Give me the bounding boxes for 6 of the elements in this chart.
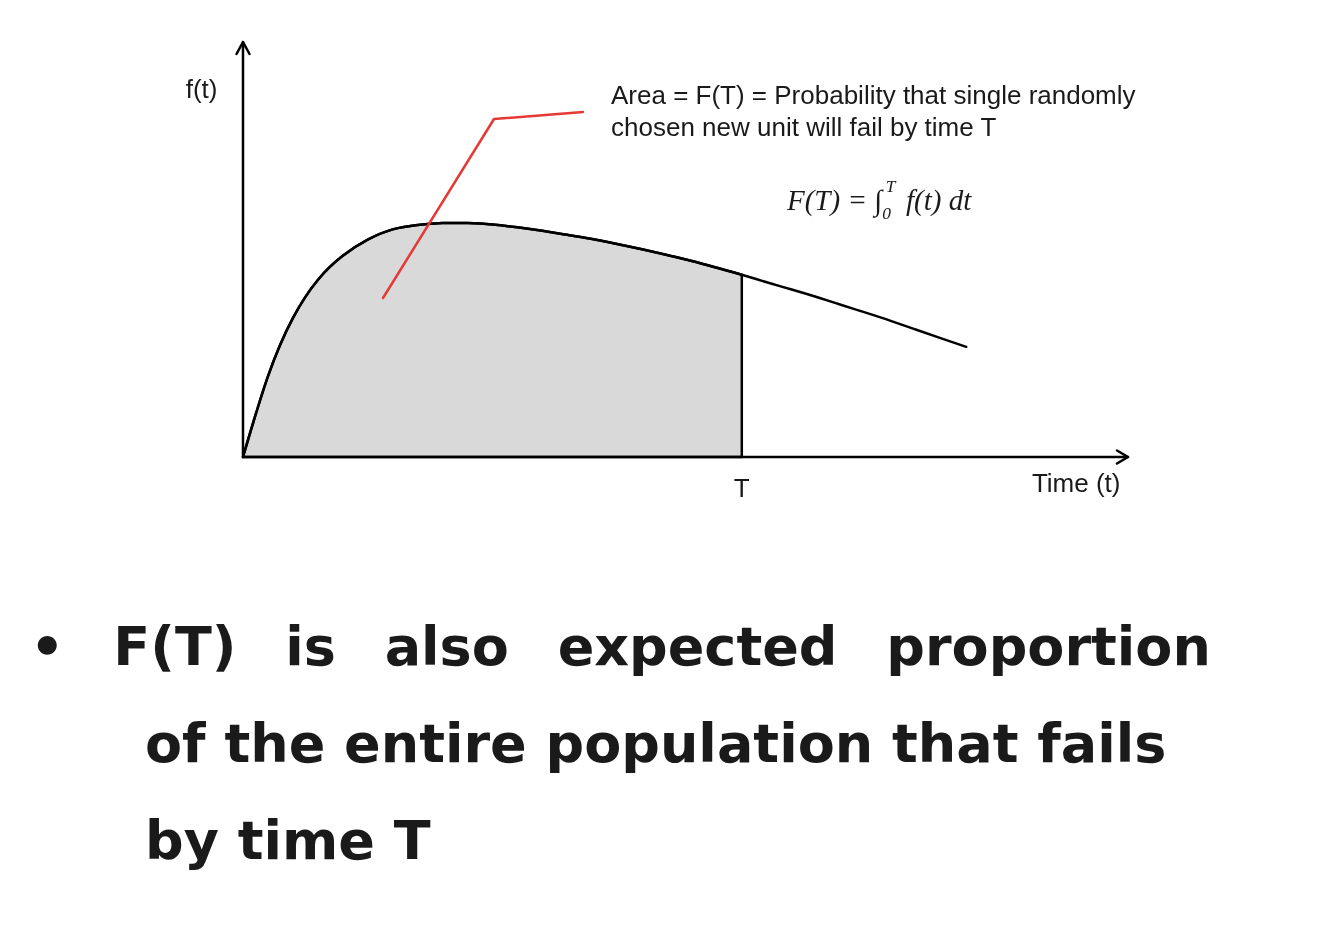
text: • F(T) is also expected proportion of the entire population that fails by time T (29, 614, 1212, 874)
annotation: T (732, 473, 751, 503)
x-axis-title: Time (t) (1031, 467, 1121, 498)
y-axis-title: f(t) (185, 73, 218, 104)
text: Area = F(T) = Probability that single randomly chosen new unit will fail by time T (611, 79, 1137, 143)
text: F(T) = ∫$_{0}$$^{T}$ f(t) dt (787, 175, 973, 225)
